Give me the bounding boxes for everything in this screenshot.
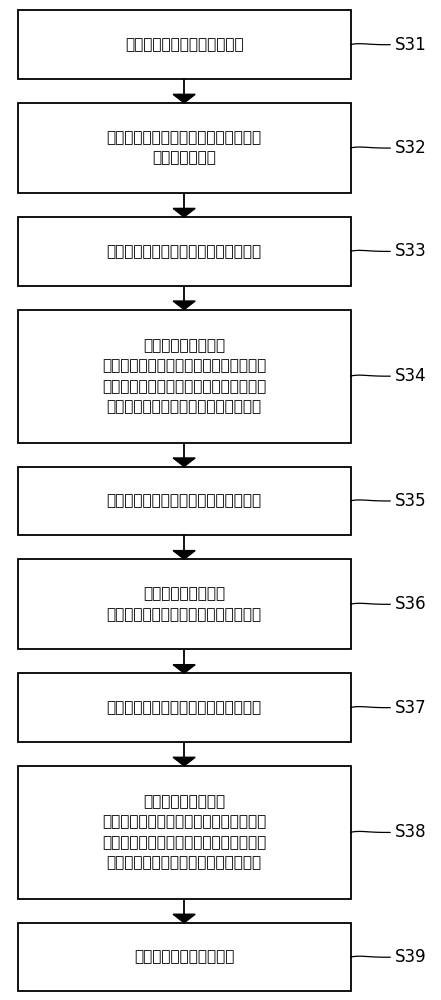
Text: 在第二绝缘层对应区域开出第二孔槽群: 在第二绝缘层对应区域开出第二孔槽群 — [107, 700, 262, 715]
Text: 在第一绝缘层上形成
第一金属层，并平坦化所述第一金属层，
第一孔槽群内的金属组成第一电极群，第
一绝缘层表面的金属层组成第一电极层: 在第一绝缘层上形成 第一金属层，并平坦化所述第一金属层， 第一孔槽群内的金属组成… — [102, 338, 266, 414]
Bar — [18, 103, 351, 193]
Text: S35: S35 — [395, 492, 426, 510]
Text: S38: S38 — [395, 823, 426, 841]
Polygon shape — [173, 665, 195, 673]
Bar — [18, 559, 351, 649]
Text: 在第一绝缘层对应区域开出第一孔槽群: 在第一绝缘层对应区域开出第一孔槽群 — [107, 244, 262, 259]
Bar — [18, 10, 351, 79]
Text: 在第二绝缘层上形成
第二金属层，并平坦化所述第二金属层，
第二孔槽群内的金属组成第二电极群，第
二绝缘层表面的金属层组成第二电极层: 在第二绝缘层上形成 第二金属层，并平坦化所述第二金属层， 第二孔槽群内的金属组成… — [102, 794, 266, 870]
Text: S34: S34 — [395, 367, 426, 385]
Polygon shape — [173, 301, 195, 310]
Text: 在管芯表面形成第一绝缘层，并平坦化
所述第一绝缘层: 在管芯表面形成第一绝缘层，并平坦化 所述第一绝缘层 — [107, 130, 262, 166]
Bar — [18, 467, 351, 535]
Text: S32: S32 — [395, 139, 426, 157]
Polygon shape — [173, 94, 195, 103]
Text: S37: S37 — [395, 699, 426, 717]
Text: 在第一电极层上形成
第二绝缘层，并平坦化所述第二绝缘层: 在第一电极层上形成 第二绝缘层，并平坦化所述第二绝缘层 — [107, 587, 262, 622]
Bar — [18, 673, 351, 742]
Text: 提供衬底，在衬底上形成管芯: 提供衬底，在衬底上形成管芯 — [125, 37, 243, 52]
Polygon shape — [173, 914, 195, 923]
Text: S33: S33 — [395, 242, 426, 260]
Bar — [18, 923, 351, 991]
Text: S36: S36 — [395, 595, 426, 613]
Text: S39: S39 — [395, 948, 426, 966]
Text: S31: S31 — [395, 36, 426, 54]
Polygon shape — [173, 551, 195, 559]
Bar — [18, 217, 351, 286]
Text: 在第二电极层上贴装基板: 在第二电极层上贴装基板 — [134, 950, 234, 965]
Polygon shape — [173, 757, 195, 766]
Text: 在第一电极层对应区域开出绝缘孔槽群: 在第一电极层对应区域开出绝缘孔槽群 — [107, 493, 262, 508]
Bar — [18, 310, 351, 443]
Bar — [18, 766, 351, 899]
Polygon shape — [173, 208, 195, 217]
Polygon shape — [173, 458, 195, 467]
